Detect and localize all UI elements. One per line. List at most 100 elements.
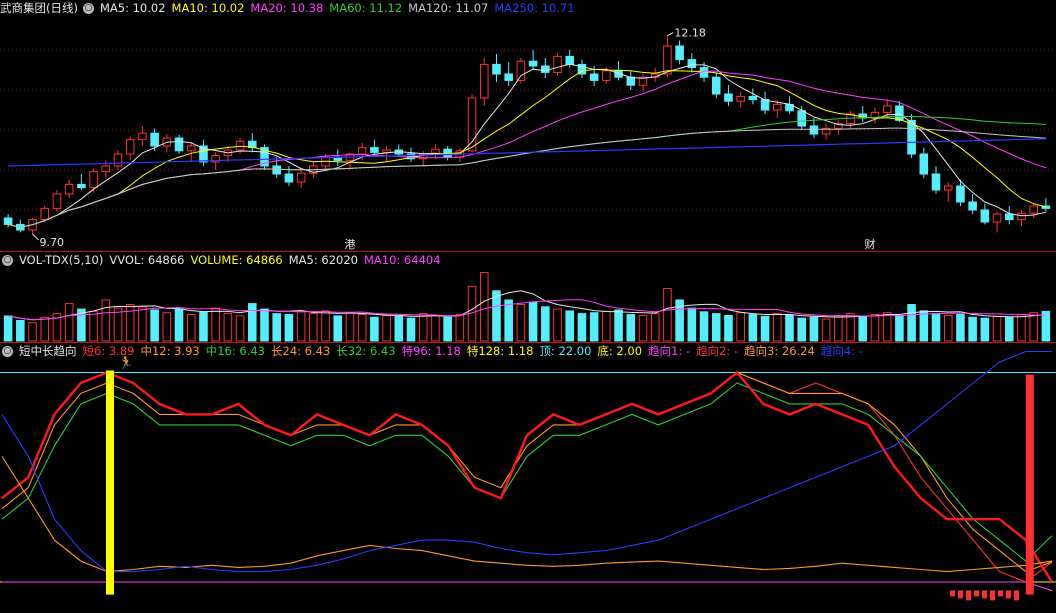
top-signal-bar[interactable] (106, 370, 114, 595)
volume-bar[interactable] (235, 315, 245, 342)
candle[interactable] (199, 145, 208, 163)
candle[interactable] (809, 125, 819, 135)
volume-bar[interactable] (1017, 314, 1026, 342)
volume-bar[interactable] (101, 299, 111, 342)
candle[interactable] (834, 123, 843, 129)
volume-bar[interactable] (638, 314, 648, 342)
volume-bar[interactable] (675, 299, 684, 342)
volume-bar[interactable] (663, 288, 672, 342)
volume-bar[interactable] (479, 272, 489, 342)
candle[interactable] (370, 147, 379, 153)
volume-bar[interactable] (345, 312, 355, 342)
volume-bar[interactable] (40, 316, 50, 342)
trend-indicator-panel[interactable]: 🏃 (0, 350, 1056, 601)
candle[interactable] (711, 76, 721, 95)
candle[interactable] (882, 105, 892, 113)
volume-bar[interactable] (711, 313, 721, 342)
price-panel[interactable]: 12.18 9.70 港 财 (0, 27, 1056, 252)
candle[interactable] (52, 193, 62, 209)
volume-bar[interactable] (614, 309, 623, 342)
volume-bar[interactable] (968, 316, 977, 342)
volume-bar[interactable] (357, 314, 367, 342)
candle[interactable] (577, 63, 587, 75)
candle[interactable] (919, 153, 929, 175)
volume-bar[interactable] (89, 310, 98, 342)
volume-bar[interactable] (602, 310, 611, 342)
volume-bar[interactable] (3, 315, 13, 342)
candle[interactable] (565, 55, 575, 65)
volume-bar[interactable] (370, 316, 379, 342)
candle[interactable] (724, 93, 733, 102)
candle[interactable] (357, 147, 367, 155)
candle[interactable] (138, 132, 147, 141)
volume-bar[interactable] (260, 308, 269, 342)
candle[interactable] (748, 95, 758, 101)
candle[interactable] (504, 73, 513, 81)
candle[interactable] (773, 103, 782, 111)
candle[interactable] (77, 183, 86, 189)
candle[interactable] (528, 60, 538, 67)
volume-bar[interactable] (174, 308, 184, 342)
volume-bar[interactable] (77, 308, 86, 342)
volume-panel[interactable] (0, 272, 1056, 343)
candle[interactable] (186, 145, 196, 152)
event-marker[interactable]: 港 (345, 238, 356, 251)
volume-bar[interactable] (650, 313, 660, 342)
candle[interactable] (113, 153, 123, 167)
candle[interactable] (3, 217, 13, 225)
collapse-circle-icon[interactable]: ○ (82, 2, 94, 14)
volume-bar[interactable] (16, 319, 25, 342)
volume-bar[interactable] (162, 312, 172, 342)
volume-bar[interactable] (956, 314, 965, 342)
volume-bar[interactable] (980, 317, 990, 342)
candle[interactable] (150, 132, 159, 147)
volume-bar[interactable] (626, 314, 636, 342)
volume-bar[interactable] (113, 307, 123, 342)
candle[interactable] (895, 105, 904, 121)
volume-bar[interactable] (736, 312, 745, 342)
candle[interactable] (1041, 205, 1051, 209)
candle[interactable] (675, 45, 684, 61)
volume-bar[interactable] (492, 290, 501, 342)
candle[interactable] (638, 76, 648, 86)
volume-bar[interactable] (1004, 316, 1014, 342)
candle[interactable] (272, 165, 281, 175)
volume-bar[interactable] (382, 314, 391, 342)
candle[interactable] (797, 110, 806, 127)
volume-bar[interactable] (565, 310, 575, 342)
candle[interactable] (382, 149, 391, 153)
candle[interactable] (1004, 213, 1014, 221)
candle[interactable] (89, 171, 98, 189)
volume-bar[interactable] (516, 304, 526, 342)
volume-bar[interactable] (589, 312, 599, 342)
volume-bar[interactable] (809, 316, 819, 342)
volume-bar[interactable] (821, 318, 831, 342)
volume-bar[interactable] (64, 303, 74, 342)
volume-bar[interactable] (931, 313, 941, 342)
volume-bar[interactable] (773, 313, 782, 342)
volume-bar[interactable] (443, 316, 452, 342)
candle[interactable] (907, 119, 916, 155)
candle[interactable] (211, 155, 220, 163)
event-marker[interactable]: 财 (865, 237, 876, 251)
volume-bar[interactable] (699, 311, 709, 342)
volume-bar[interactable] (992, 315, 1002, 342)
bottom-signal-bar[interactable] (1025, 374, 1034, 595)
candle[interactable] (968, 201, 977, 211)
candle[interactable] (260, 147, 269, 167)
volume-bar[interactable] (846, 313, 855, 342)
volume-bar[interactable] (528, 301, 538, 342)
volume-bar[interactable] (248, 303, 257, 342)
volume-bar[interactable] (907, 304, 916, 342)
volume-bar[interactable] (748, 314, 758, 342)
volume-bar[interactable] (895, 314, 904, 342)
volume-bar[interactable] (211, 307, 220, 342)
volume-bar[interactable] (296, 311, 306, 342)
volume-bar[interactable] (785, 314, 794, 342)
volume-bar[interactable] (1041, 310, 1051, 342)
volume-bar[interactable] (870, 314, 880, 342)
volume-bar[interactable] (797, 317, 806, 342)
volume-bar[interactable] (321, 310, 330, 342)
candle[interactable] (467, 97, 477, 152)
volume-bar[interactable] (272, 313, 281, 342)
